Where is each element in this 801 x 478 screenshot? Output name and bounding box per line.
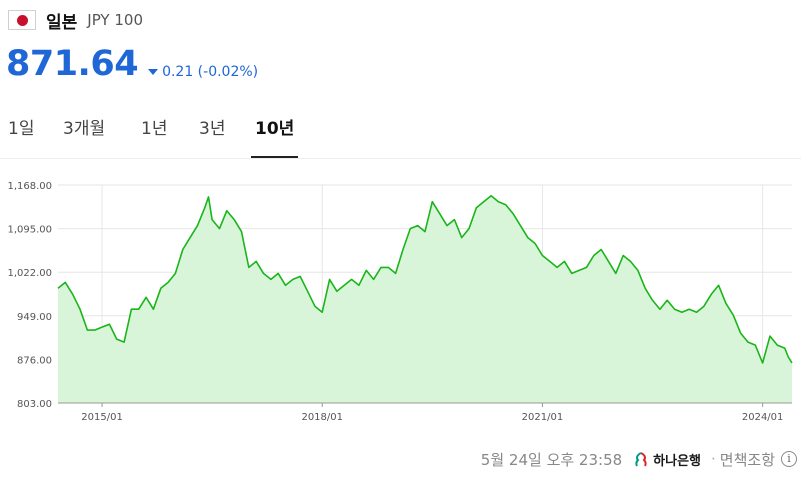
price-change: 0.21 (-0.02%) (148, 64, 258, 80)
y-tick-label: 949.00 (17, 312, 52, 323)
y-tick-label: 1,022.00 (7, 268, 52, 279)
separator: · (711, 450, 716, 468)
x-tick-label: 2018/01 (301, 412, 343, 423)
chart-svg: 803.00 876.00 949.00 1,022.00 1,095.00 1,168.… (7, 181, 793, 423)
info-icon[interactable]: i (781, 451, 797, 467)
x-tick-label: 2015/01 (81, 412, 123, 423)
exchange-rate-chart: 803.00 876.00 949.00 1,022.00 1,095.00 1,168.… (0, 175, 801, 435)
price-row: 871.64 0.21 (-0.02%) (6, 44, 258, 84)
series-area (58, 195, 792, 403)
country-name: 일본 (46, 12, 78, 33)
currency-header: 일본 JPY 100 (8, 8, 143, 33)
bank-name: 하나은행 (653, 453, 702, 469)
down-arrow-icon (148, 69, 159, 75)
y-tick-label: 1,168.00 (7, 181, 52, 192)
bank-source: 하나은행 (632, 450, 701, 469)
japan-flag-icon (8, 10, 36, 30)
update-timestamp: 5월 24일 오후 23:58 (480, 450, 623, 469)
tab-1y[interactable]: 1년 (141, 119, 168, 139)
hana-bank-logo-icon (635, 452, 647, 467)
series-line (57, 195, 793, 364)
tab-10y[interactable]: 10년 (251, 116, 299, 158)
currency-code: JPY 100 (87, 11, 143, 29)
x-tick-label: 2024/01 (742, 412, 784, 423)
y-tick-label: 876.00 (17, 355, 52, 366)
current-price: 871.64 (6, 44, 139, 84)
period-tabs: 1일 3개월 1년 3년 10년 (0, 110, 801, 159)
tab-3y[interactable]: 3년 (199, 119, 226, 139)
price-change-text: 0.21 (-0.02%) (162, 64, 259, 80)
x-tick-label: 2021/01 (522, 412, 564, 423)
y-tick-label: 1,095.00 (7, 225, 52, 236)
disclaimer-link[interactable]: 면책조항 (719, 450, 775, 469)
tab-1d[interactable]: 1일 (8, 119, 35, 139)
footer: 5월 24일 오후 23:58 하나은행 · 면책조항 i (481, 448, 797, 470)
tab-3m[interactable]: 3개월 (63, 119, 106, 139)
y-tick-label: 803.00 (17, 399, 52, 410)
